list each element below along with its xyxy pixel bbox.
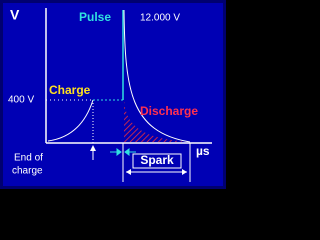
y-axis-label: V [10,7,20,23]
end-label: End of [14,153,43,164]
charge-label: Charge [49,83,91,97]
background [3,3,223,186]
spark-box [132,153,182,169]
pulse-peak: 12.000 V [140,13,180,24]
pulse-width-arrows [110,148,136,156]
page: V Pulse 12.000 V Charge 400 V Discharge … [0,0,226,189]
discharge-curve [123,9,191,143]
spark-label: Spark [140,153,174,167]
end-label: charge [12,166,43,177]
discharge-area [124,100,188,142]
charge-curve [47,99,94,142]
end-arrowhead [90,145,96,151]
charge-level: 400 V [8,95,34,106]
x-axis-label: µs [196,144,210,158]
diagram: V Pulse 12.000 V Charge 400 V Discharge … [0,0,226,189]
discharge-label: Discharge [140,104,198,118]
pulse-label: Pulse [79,10,111,24]
